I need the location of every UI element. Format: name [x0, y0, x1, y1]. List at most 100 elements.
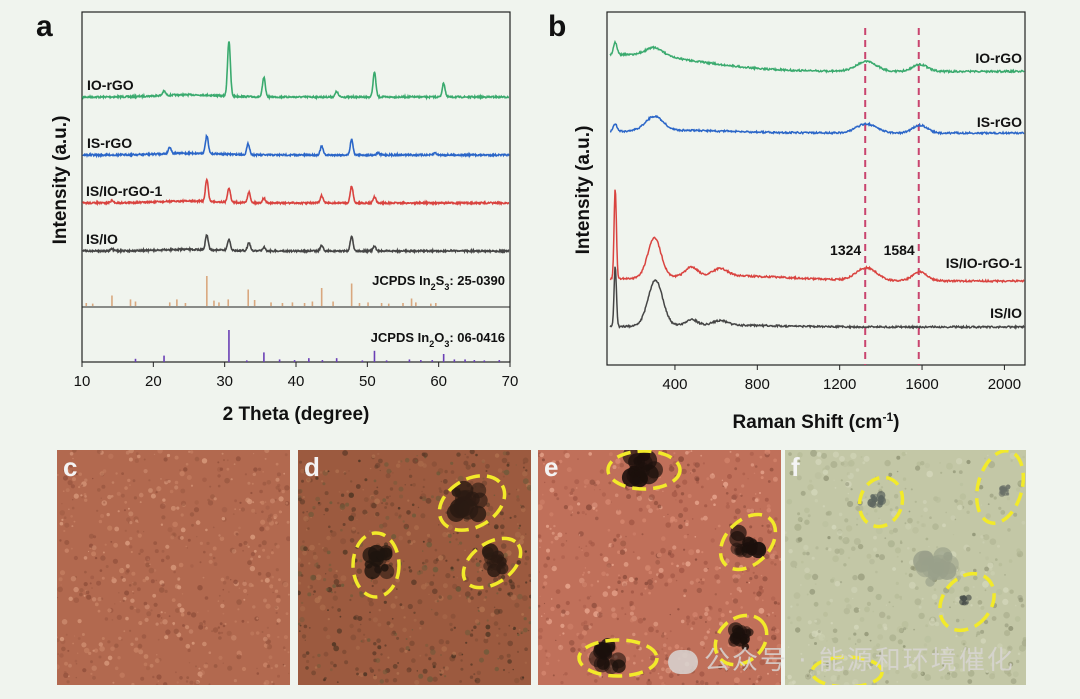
texture-speck	[60, 584, 62, 586]
texture-speck	[475, 562, 481, 567]
texture-speck	[790, 621, 793, 625]
texture-speck	[561, 609, 566, 614]
texture-speck	[207, 500, 214, 506]
texture-speck	[135, 608, 141, 614]
series-line-io-rgo	[609, 39, 1025, 75]
texture-speck	[616, 533, 621, 538]
texture-speck	[502, 475, 505, 478]
texture-speck	[164, 611, 166, 614]
texture-speck	[203, 663, 209, 669]
texture-speck	[928, 619, 936, 626]
texture-speck	[873, 547, 878, 552]
texture-speck	[885, 604, 888, 606]
texture-speck	[605, 499, 611, 505]
texture-speck	[546, 556, 550, 561]
texture-speck	[257, 572, 262, 576]
texture-speck	[636, 493, 640, 498]
texture-speck	[918, 605, 922, 609]
texture-speck	[481, 569, 484, 572]
texture-speck	[973, 568, 977, 573]
texture-speck	[125, 540, 130, 546]
highlight-ellipse	[938, 571, 996, 633]
texture-speck	[119, 600, 122, 603]
texture-speck	[203, 550, 206, 554]
texture-speck	[880, 486, 884, 489]
texture-speck	[512, 626, 516, 630]
texture-speck	[580, 622, 585, 627]
texture-speck	[422, 561, 425, 565]
texture-speck	[905, 523, 912, 530]
texture-speck	[243, 588, 248, 594]
texture-blob	[940, 555, 959, 574]
texture-speck	[769, 527, 772, 531]
texture-speck	[719, 621, 723, 626]
texture-speck	[595, 516, 599, 521]
texture-speck	[879, 519, 881, 521]
texture-speck	[299, 624, 302, 627]
texture-speck	[283, 664, 286, 667]
texture-speck	[757, 635, 763, 642]
texture-speck	[162, 498, 166, 502]
texture-speck	[959, 482, 964, 487]
texture-speck	[490, 612, 495, 617]
texture-speck	[452, 575, 455, 579]
texture-speck	[661, 536, 666, 541]
texture-speck	[497, 575, 502, 580]
x-tick-label-a: 30	[216, 373, 233, 390]
texture-speck	[882, 661, 889, 668]
texture-speck	[359, 623, 362, 626]
texture-speck	[160, 611, 163, 614]
series-line-is-io	[82, 233, 510, 255]
texture-speck	[626, 494, 632, 500]
texture-speck	[67, 480, 73, 486]
texture-speck	[373, 479, 377, 483]
texture-blob	[1005, 484, 1011, 490]
texture-speck	[331, 606, 334, 609]
texture-speck	[165, 555, 170, 560]
texture-speck	[615, 458, 621, 464]
texture-speck	[417, 506, 420, 509]
texture-speck	[807, 514, 811, 518]
texture-speck	[830, 622, 833, 625]
texture-speck	[848, 637, 851, 641]
texture-speck	[666, 637, 668, 640]
texture-speck	[481, 459, 486, 463]
texture-speck	[852, 574, 858, 581]
texture-speck	[963, 586, 970, 592]
texture-speck	[278, 578, 281, 582]
texture-speck	[962, 642, 966, 646]
texture-speck	[243, 540, 248, 546]
texture-speck	[718, 617, 722, 621]
texture-speck	[312, 593, 315, 596]
texture-speck	[422, 540, 425, 543]
texture-speck	[494, 453, 500, 458]
texture-speck	[389, 495, 391, 497]
texture-speck	[57, 636, 58, 638]
texture-speck	[955, 635, 958, 638]
x-tick-label-a: 70	[502, 373, 519, 390]
texture-speck	[522, 478, 529, 485]
texture-speck	[720, 547, 722, 550]
texture-speck	[1002, 598, 1009, 605]
texture-speck	[640, 592, 644, 596]
texture-speck	[714, 631, 718, 634]
texture-speck	[920, 672, 924, 675]
texture-speck	[278, 490, 281, 493]
texture-speck	[434, 548, 438, 552]
texture-speck	[364, 638, 367, 640]
texture-speck	[427, 538, 432, 543]
texture-speck	[298, 630, 301, 633]
texture-speck	[1017, 594, 1023, 600]
texture-speck	[729, 610, 732, 614]
texture-speck	[394, 512, 399, 517]
texture-speck	[340, 583, 345, 587]
texture-speck	[667, 578, 673, 583]
texture-speck	[518, 524, 522, 527]
texture-speck	[685, 522, 689, 527]
texture-speck	[165, 544, 170, 549]
texture-speck	[687, 533, 689, 536]
texture-speck	[57, 586, 63, 593]
texture-speck	[732, 598, 739, 604]
texture-speck	[951, 671, 958, 678]
texture-speck	[330, 530, 337, 537]
